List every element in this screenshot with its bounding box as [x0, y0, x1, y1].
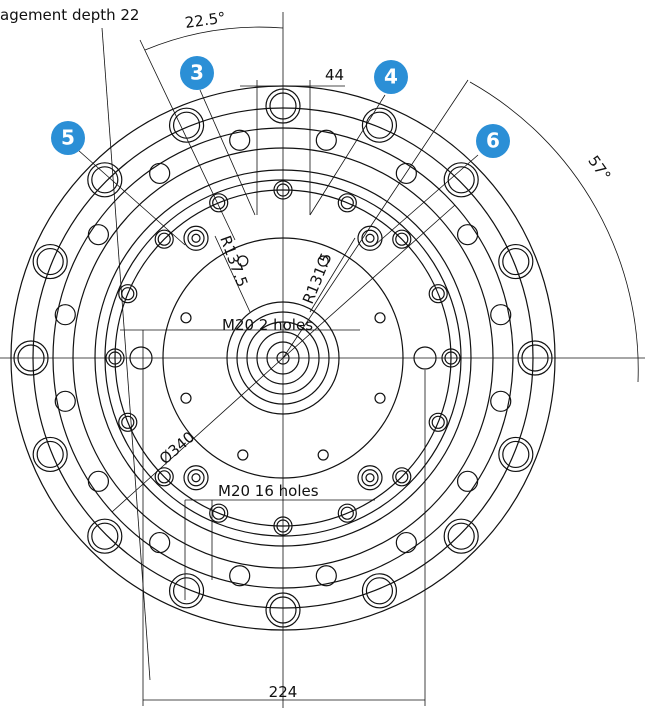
dim-label: 224	[269, 683, 298, 701]
bolt-hole	[170, 574, 204, 608]
bolt-hole	[37, 249, 63, 275]
bolt-hole	[499, 437, 533, 471]
dim-label: 44	[325, 66, 344, 84]
bolt-hole	[174, 578, 200, 604]
small-hole	[375, 313, 385, 323]
locating-hole	[192, 474, 200, 482]
callout-number: 4	[384, 65, 398, 89]
hole-note: M20 16 holes	[218, 482, 319, 500]
angle-label: 22.5°	[184, 8, 227, 32]
callout-number: 5	[61, 126, 75, 150]
bolt-hole	[503, 249, 529, 275]
tapped-hole	[55, 305, 75, 325]
bolt-hole	[33, 245, 67, 279]
leader	[78, 150, 185, 245]
tapped-hole	[458, 225, 478, 245]
tapped-hole	[491, 391, 511, 411]
bolt-hole	[88, 163, 122, 197]
bolt-hole	[499, 245, 533, 279]
note: agement depth 22	[0, 6, 139, 24]
bolt-hole	[362, 108, 396, 142]
locating-hole	[362, 230, 378, 246]
tapped-hole	[230, 130, 250, 150]
bolt-hole	[92, 523, 118, 549]
tapped-hole	[396, 163, 416, 183]
bolt-hole	[362, 574, 396, 608]
tapped-hole	[150, 533, 170, 553]
small-hole	[318, 450, 328, 460]
bolt-hole	[366, 112, 392, 138]
angle-label: 57°	[584, 152, 614, 184]
tapped-hole	[150, 163, 170, 183]
bolt-hole	[174, 112, 200, 138]
angle-arc	[145, 27, 283, 50]
bolt-hole	[366, 578, 392, 604]
tapped-hole	[316, 130, 336, 150]
bolt-hole	[88, 519, 122, 553]
bolt-hole	[444, 519, 478, 553]
leader	[375, 155, 478, 245]
locating-hole	[188, 470, 204, 486]
bolt-hole	[448, 523, 474, 549]
drawing: agement depth 22 22.5° 44 57° R137.5 R13…	[0, 0, 645, 708]
tapped-hole	[458, 471, 478, 491]
bolt-hole	[37, 441, 63, 467]
bolt-hole	[448, 167, 474, 193]
bolt-hole	[503, 441, 529, 467]
tapped-hole	[316, 566, 336, 586]
radius-label: R137.5	[216, 233, 251, 289]
hole-note: M20 2 holes	[222, 316, 313, 334]
tapped-hole	[491, 305, 511, 325]
small-hole	[181, 313, 191, 323]
tapped-hole	[230, 566, 250, 586]
locating-hole	[366, 234, 374, 242]
callout-number: 3	[190, 61, 204, 85]
bolt-hole	[33, 437, 67, 471]
callout-number: 6	[486, 129, 500, 153]
small-hole	[181, 393, 191, 403]
locating-hole	[188, 230, 204, 246]
locating-hole	[192, 234, 200, 242]
locating-hole	[362, 470, 378, 486]
tapped-hole	[396, 533, 416, 553]
locating-hole	[366, 474, 374, 482]
tapped-hole	[55, 391, 75, 411]
diameter-label: Ø340	[156, 428, 198, 468]
small-hole	[238, 450, 248, 460]
tapped-hole	[88, 225, 108, 245]
tapped-hole	[88, 471, 108, 491]
small-hole	[375, 393, 385, 403]
